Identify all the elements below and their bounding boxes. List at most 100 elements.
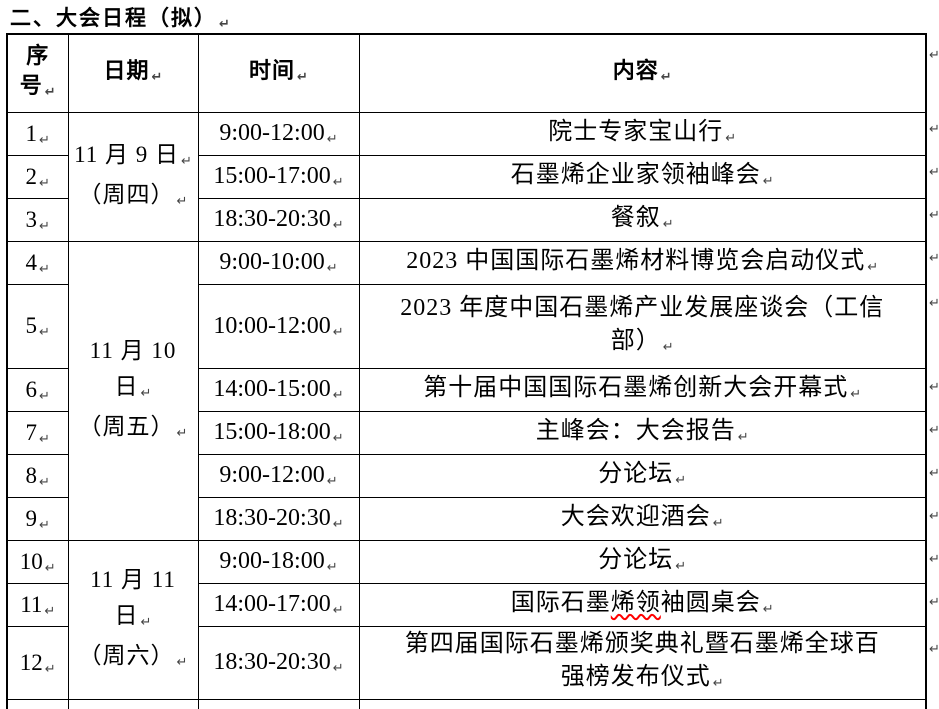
header-no-line1: 序	[26, 43, 50, 69]
table-row-clipped	[6, 698, 927, 709]
row-end-mark: ↵	[929, 165, 939, 180]
paragraph-mark: ↵	[332, 517, 344, 532]
paragraph-mark: ↵	[332, 603, 344, 618]
row-end-mark: ↵	[929, 208, 939, 223]
paragraph-mark: ↵	[725, 130, 737, 146]
paragraph-mark: ↵	[176, 425, 188, 441]
paragraph-mark: ↵	[176, 193, 188, 209]
paragraph-mark: ↵	[675, 472, 687, 488]
paragraph-mark: ↵	[326, 261, 338, 276]
paragraph-mark: ↵	[332, 218, 344, 233]
paragraph-mark: ↵	[332, 661, 344, 676]
paragraph-mark: ↵	[39, 388, 50, 404]
row-end-mark: ↵	[929, 466, 939, 481]
row-end-mark: ↵	[929, 509, 939, 524]
paragraph-mark: ↵	[39, 325, 50, 340]
header-date: 日期 ↵	[67, 33, 199, 113]
row-end-mark: ↵	[929, 296, 939, 311]
cell-content: 第十届中国国际石墨烯创新大会开幕式 ↵	[358, 367, 927, 412]
schedule-table: 序 号 ↵ 日期 ↵ 时间 ↵ 内容 ↵ 1 ↵ 11 月 9 日 ↵ （周四） ↵ 9:00…	[6, 33, 927, 709]
paragraph-mark: ↵	[297, 70, 308, 86]
cell-content: 院士专家宝山行 ↵	[358, 111, 927, 156]
paragraph-mark: ↵	[39, 175, 50, 191]
cell-time	[197, 698, 360, 709]
paragraph-mark: ↵	[662, 216, 674, 232]
cell-no: 3 ↵	[6, 197, 69, 242]
paragraph-mark: ↵	[712, 676, 724, 691]
row-end-mark: ↵	[929, 48, 939, 63]
cell-date-nov10: 11 月 10 日 ↵ （周五） ↵	[67, 240, 199, 541]
row-end-mark: ↵	[929, 552, 939, 567]
cell-time: 14:00-17:00 ↵	[197, 582, 360, 627]
cell-no: 2 ↵	[6, 154, 69, 199]
header-no-line2: 号	[19, 73, 43, 99]
paragraph-mark: ↵	[675, 558, 687, 574]
cell-no: 5 ↵	[6, 283, 69, 369]
paragraph-mark: ↵	[44, 560, 56, 576]
paragraph-mark: ↵	[867, 259, 879, 275]
header-row: 序 号 ↵ 日期 ↵ 时间 ↵ 内容 ↵	[6, 33, 927, 113]
row-end-mark: ↵	[929, 423, 939, 438]
paragraph-mark: ↵	[332, 324, 344, 340]
table-row: 11 ↵ 14:00-17:00 ↵ 国际石墨烯领袖圆桌会 ↵	[6, 582, 927, 627]
header-time: 时间 ↵	[197, 33, 360, 113]
cell-time: 18:30-20:30 ↵	[197, 197, 360, 242]
paragraph-mark: ↵	[762, 601, 774, 617]
row-end-mark: ↵	[929, 642, 939, 657]
cell-time: 9:00-12:00 ↵	[197, 111, 360, 156]
cell-content: 2023 年度中国石墨烯产业发展座谈会（工信 部） ↵	[358, 283, 927, 369]
paragraph-mark: ↵	[332, 388, 344, 403]
cell-content: 国际石墨烯领袖圆桌会 ↵	[358, 582, 927, 627]
row-end-mark: ↵	[929, 595, 939, 610]
paragraph-mark: ↵	[39, 261, 50, 277]
cell-time: 14:00-15:00 ↵	[197, 367, 360, 412]
paragraph-mark: ↵	[39, 517, 50, 533]
paragraph-mark: ↵	[39, 474, 50, 490]
paragraph-mark: ↵	[39, 218, 50, 234]
row-end-mark: ↵	[929, 251, 939, 266]
paragraph-mark: ↵	[662, 339, 674, 355]
cell-content: 大会欢迎酒会 ↵	[358, 496, 927, 541]
cell-content: 餐叙 ↵	[358, 197, 927, 242]
cell-no: 4 ↵	[6, 240, 69, 285]
paragraph-mark: ↵	[850, 386, 862, 402]
cell-time: 9:00-18:00 ↵	[197, 539, 360, 584]
cell-no: 8 ↵	[6, 453, 69, 498]
cell-no: 11 ↵	[6, 582, 69, 627]
paragraph-mark: ↵	[44, 661, 56, 677]
table-row: 10 ↵ 11 月 11 日 ↵ （周六） ↵ 9:00-18:00 ↵ 分论坛 ↵	[6, 539, 927, 700]
cell-no: 7 ↵	[6, 410, 69, 455]
paragraph-mark: ↵	[332, 175, 344, 190]
table-row: 1 ↵ 11 月 9 日 ↵ （周四） ↵ 9:00-12:00 ↵ 院士专家宝山行 ↵	[6, 111, 927, 242]
table-row: 12 ↵ 18:30-20:30 ↵ 第四届国际石墨烯颁奖典礼暨石墨烯全球百 强榜发…	[6, 625, 927, 700]
table-row: 6 ↵ 14:00-15:00 ↵ 第十届中国国际石墨烯创新大会开幕式 ↵	[6, 367, 927, 412]
header-content: 内容 ↵	[358, 33, 927, 113]
cell-no: 1 ↵	[6, 111, 69, 156]
paragraph-mark: ↵	[332, 431, 344, 446]
paragraph-mark: ↵	[712, 515, 724, 531]
cell-time: 9:00-12:00 ↵	[197, 453, 360, 498]
cell-time: 15:00-17:00 ↵	[197, 154, 360, 199]
paragraph-mark: ↵	[39, 431, 50, 447]
cell-content: 主峰会：大会报告 ↵	[358, 410, 927, 455]
section-title-text: 二、大会日程（拟）	[10, 7, 217, 30]
cell-date	[67, 698, 199, 709]
table-row: 5 ↵ 10:00-12:00 ↵ 2023 年度中国石墨烯产业发展座谈会（工信 部…	[6, 283, 927, 369]
paragraph-mark: ↵	[44, 603, 56, 619]
header-no: 序 号 ↵	[6, 33, 69, 113]
cell-content: 2023 中国国际石墨烯材料博览会启动仪式 ↵	[358, 240, 927, 285]
row-end-mark: ↵	[929, 380, 939, 395]
cell-time: 10:00-12:00 ↵	[197, 283, 360, 369]
cell-date-nov9: 11 月 9 日 ↵ （周四） ↵	[67, 111, 199, 242]
cell-content: 石墨烯企业家领袖峰会 ↵	[358, 154, 927, 199]
cell-date-nov11: 11 月 11 日 ↵ （周六） ↵	[67, 539, 199, 700]
cell-no: 10 ↵	[6, 539, 69, 584]
cell-no: 6 ↵	[6, 367, 69, 412]
paragraph-mark: ↵	[326, 474, 338, 489]
paragraph-mark: ↵	[762, 173, 774, 189]
table-row: 8 ↵ 9:00-12:00 ↵ 分论坛 ↵	[6, 453, 927, 498]
cell-time: 15:00-18:00 ↵	[197, 410, 360, 455]
cell-time: 18:30-20:30 ↵	[197, 496, 360, 541]
paragraph-mark: ↵	[176, 654, 188, 670]
